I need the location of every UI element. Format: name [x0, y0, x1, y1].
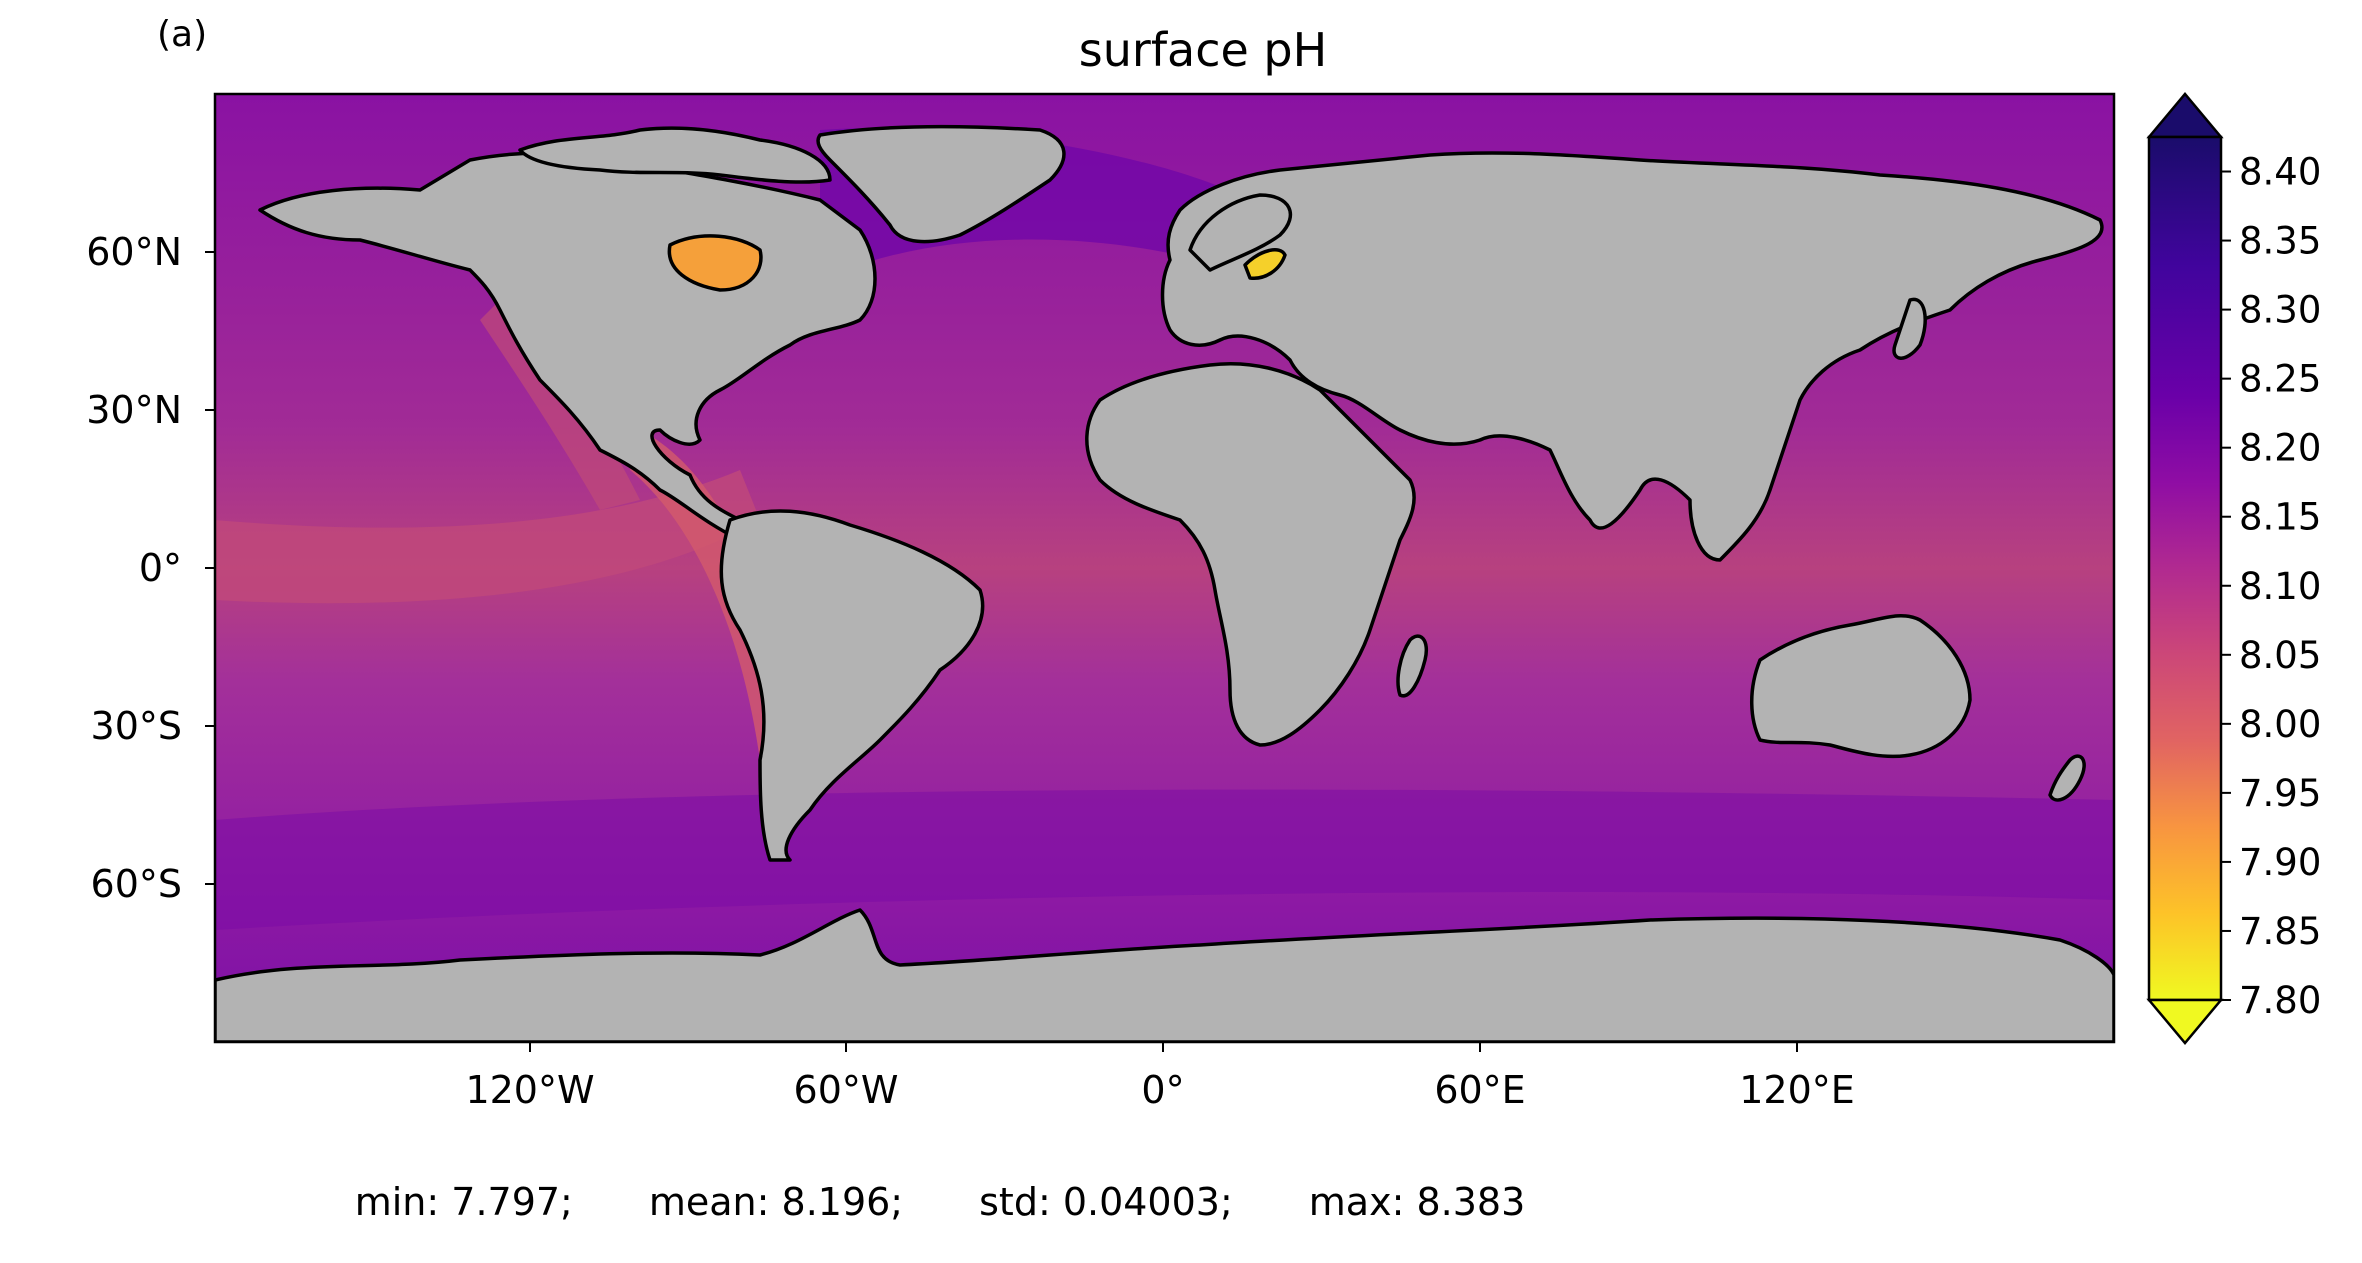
stat-max: max: 8.383	[1308, 1180, 1526, 1224]
longitude-axis: 120°W 60°W 0° 60°E 120°E	[465, 1068, 1854, 1112]
lat-tick-label: 30°S	[91, 704, 182, 748]
land	[215, 124, 2114, 1042]
lon-tick-label: 120°W	[465, 1068, 594, 1112]
peru-upwelling	[630, 430, 790, 760]
lat-tick-label: 30°N	[86, 388, 182, 432]
panel-label: (a)	[157, 14, 207, 55]
lon-tick-label: 60°W	[794, 1068, 899, 1112]
antarctica-landmass	[215, 908, 2114, 1042]
map-ticks	[205, 251, 1798, 1052]
colorbar-tick-label: 8.35	[2239, 220, 2321, 263]
colorbar-tick-label: 7.95	[2239, 772, 2321, 815]
stat-std: std: 0.04003;	[979, 1180, 1233, 1224]
colorbar-tick-label: 8.40	[2239, 151, 2321, 194]
colorbar-tick-label: 7.80	[2239, 979, 2321, 1022]
hudson-bay	[667, 234, 763, 292]
colorbar-tick-label: 8.15	[2239, 496, 2321, 539]
stat-mean: mean: 8.196;	[648, 1180, 904, 1224]
colorbar-tick-label: 8.25	[2239, 358, 2321, 401]
africa-landmass	[1085, 361, 1416, 747]
new-zealand	[2048, 754, 2086, 802]
lat-tick-label: 0°	[139, 546, 182, 590]
colorbar-ticks: 8.40 8.35 8.30 8.25 8.20 8.15 8.10 8.05 8.00 7.95…	[2221, 151, 2321, 1022]
lon-tick-label: 60°E	[1434, 1068, 1525, 1112]
map-title: surface pH	[1079, 23, 1327, 77]
colorbar-extend-min	[2146, 998, 2224, 1045]
japan	[1892, 297, 1927, 360]
colorbar-tick-label: 8.20	[2239, 427, 2321, 470]
latitude-axis: 60°N 30°N 0° 30°S 60°S	[86, 230, 182, 906]
canadian-arctic-islands	[518, 126, 832, 184]
lat-tick-label: 60°N	[86, 230, 182, 274]
stat-min: min: 7.797;	[354, 1180, 573, 1224]
colorbar-tick-label: 7.85	[2239, 910, 2321, 953]
colorbar-tick-label: 8.00	[2239, 703, 2321, 746]
australia-landmass	[1750, 613, 1972, 759]
south-america-landmass	[719, 509, 985, 862]
lon-tick-label: 120°E	[1739, 1068, 1855, 1112]
baltic-sea	[1243, 248, 1287, 280]
map-area	[215, 94, 2114, 1042]
statistics-line: min: 7.797; mean: 8.196; std: 0.04003; max:…	[0, 1180, 1880, 1224]
colorbar-tick-label: 8.05	[2239, 634, 2321, 677]
colorbar-tick-label: 8.10	[2239, 565, 2321, 608]
colorbar-tick-label: 7.90	[2239, 841, 2321, 884]
lat-tick-label: 60°S	[91, 862, 182, 906]
greenland-landmass	[816, 124, 1066, 244]
california-upwelling	[480, 300, 640, 510]
madagascar	[1396, 634, 1428, 698]
colorbar-tick-label: 8.30	[2239, 289, 2321, 332]
southern-ocean-band	[215, 789, 2114, 930]
colorbar: 8.40 8.35 8.30 8.25 8.20 8.15 8.10 8.05 8.00 7.95…	[2146, 92, 2321, 1045]
lon-tick-label: 0°	[1141, 1068, 1184, 1112]
equatorial-upwelling-band	[215, 470, 760, 604]
colorbar-body	[2147, 135, 2223, 1002]
colorbar-extend-max	[2146, 92, 2224, 139]
scandinavia	[1188, 193, 1293, 272]
